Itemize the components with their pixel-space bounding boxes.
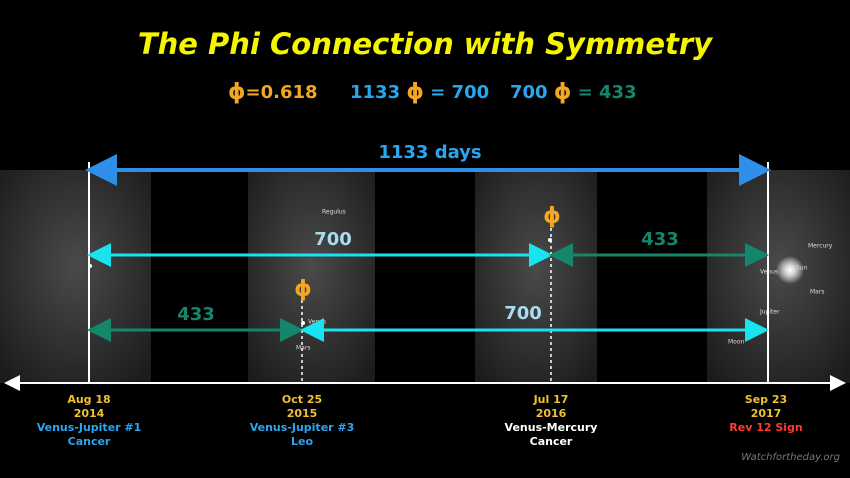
sky-panel xyxy=(248,170,375,383)
span-label: 700 xyxy=(314,229,352,250)
span-label: 433 xyxy=(641,229,679,250)
span-label: 1133 days xyxy=(378,142,481,163)
event-year: 2016 xyxy=(536,407,567,420)
event-name: Rev 12 Sign xyxy=(729,421,802,434)
event-year: 2014 xyxy=(74,407,105,420)
title: The Phi Connection with Symmetry xyxy=(138,27,713,61)
phi-marker: ϕ xyxy=(294,277,312,302)
event-date: Aug 18 xyxy=(67,393,110,406)
event-sign: Cancer xyxy=(530,435,573,448)
event: Aug 18 2014 Venus-Jupiter #1 Cancer xyxy=(37,393,142,448)
event-sign: Cancer xyxy=(68,435,111,448)
event-sign: Leo xyxy=(291,435,313,448)
event-year: 2015 xyxy=(287,407,318,420)
event-name: Venus-Jupiter #1 xyxy=(37,421,142,434)
event-date: Jul 17 xyxy=(533,393,569,406)
sky-label: Venus xyxy=(308,319,326,326)
event-date: Oct 25 xyxy=(282,393,322,406)
watermark: Watchfortheday.org xyxy=(741,452,840,463)
sky-label: Venus xyxy=(760,269,778,276)
event-name: Venus-Jupiter #3 xyxy=(250,421,355,434)
sky-label: Jupiter xyxy=(759,309,780,316)
event-name: Venus-Mercury xyxy=(505,421,598,434)
sky-label: Mars xyxy=(810,289,824,296)
event-date: Sep 23 xyxy=(745,393,787,406)
span-label: 433 xyxy=(177,304,215,325)
event: Jul 17 2016 Venus-Mercury Cancer xyxy=(505,393,598,448)
formula: ϕ=0.618 xyxy=(228,80,318,105)
sky-label: Sun xyxy=(796,265,808,272)
event-year: 2017 xyxy=(751,407,782,420)
sky-label: Regulus xyxy=(322,209,346,216)
span-label: 700 xyxy=(504,303,542,324)
sky-label: Moon xyxy=(728,339,745,346)
sky-label: Mars xyxy=(296,345,310,352)
formula: 1133 ϕ = 700 xyxy=(350,80,489,105)
phi-marker: ϕ xyxy=(543,204,561,229)
sky-panel xyxy=(0,170,151,383)
sun-glow xyxy=(776,256,804,284)
formula: 700 ϕ = 433 xyxy=(510,80,637,105)
sky-label: Mercury xyxy=(808,243,833,250)
event: Oct 25 2015 Venus-Jupiter #3 Leo xyxy=(250,393,355,448)
sky-panel xyxy=(475,170,597,383)
event: Sep 23 2017 Rev 12 Sign xyxy=(729,393,802,434)
